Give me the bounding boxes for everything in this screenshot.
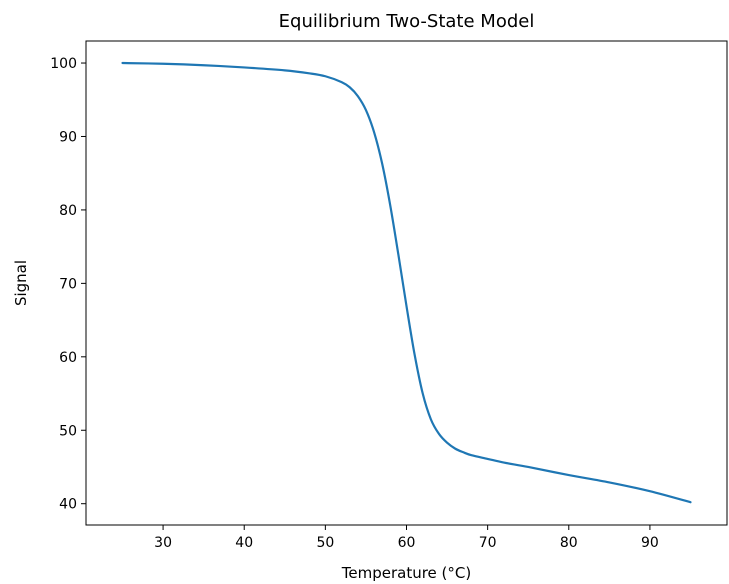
x-tick-label: 50 [316, 535, 334, 551]
x-tick-label: 60 [398, 535, 416, 551]
chart-title: Equilibrium Two-State Model [279, 11, 535, 32]
series-layer [123, 63, 691, 502]
series-line [123, 63, 691, 502]
x-axis-ticks: 30 40 50 60 70 80 90 [154, 525, 659, 551]
x-tick-label: 80 [560, 535, 578, 551]
y-tick-label: 80 [59, 203, 77, 219]
y-tick-label: 90 [59, 129, 77, 145]
x-tick-label: 70 [479, 535, 497, 551]
y-axis-label: Signal [12, 260, 30, 306]
y-tick-label: 100 [50, 56, 77, 72]
y-tick-label: 50 [59, 423, 77, 439]
y-tick-label: 60 [59, 350, 77, 366]
plot-frame [86, 41, 727, 525]
x-tick-label: 90 [641, 535, 659, 551]
x-tick-label: 30 [154, 535, 172, 551]
x-tick-label: 40 [235, 535, 253, 551]
y-tick-label: 40 [59, 497, 77, 513]
y-tick-label: 70 [59, 276, 77, 292]
y-axis-ticks: 40 50 60 70 80 90 100 [50, 56, 86, 513]
x-axis-label: Temperature (°C) [341, 564, 471, 582]
